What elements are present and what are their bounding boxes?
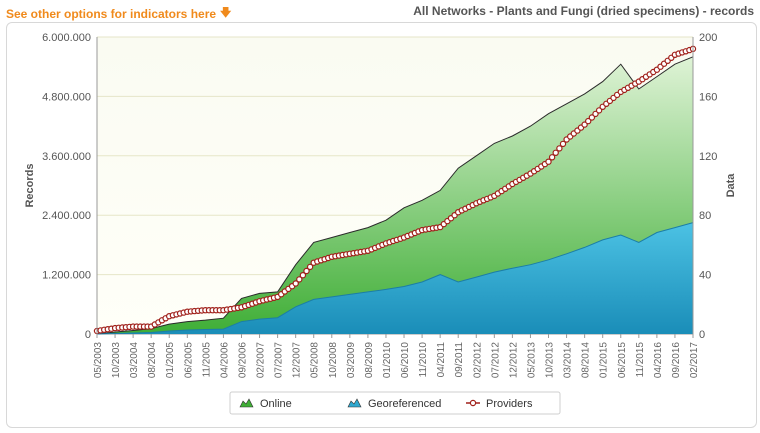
providers-point — [548, 154, 556, 161]
left-axis-tick-label: 0 — [85, 329, 91, 341]
legend-georeferenced-swatch — [347, 398, 362, 408]
x-axis-tick-label: 03/2014 — [563, 342, 574, 379]
x-axis-tick-label: 04/2016 — [653, 342, 664, 379]
x-axis-tick-label: 04/2006 — [219, 342, 230, 379]
x-axis-tick-label: 04/2011 — [436, 342, 447, 378]
right-axis-tick-label: 160 — [699, 91, 717, 103]
x-axis-tick-label: 02/2007 — [256, 342, 267, 379]
legend-georeferenced-label: Georeferenced — [368, 398, 441, 410]
legend-box — [229, 391, 561, 415]
right-axis-tick-label: 80 — [699, 210, 711, 222]
x-axis-tick-label: 10/2003 — [111, 342, 122, 379]
providers-point — [595, 107, 603, 114]
x-axis-tick-label: 08/2004 — [147, 342, 158, 379]
x-axis-tick-label: 03/2009 — [346, 342, 357, 379]
providers-point — [292, 280, 299, 287]
providers-point — [585, 117, 592, 125]
right-axis-tick-label: 40 — [699, 270, 711, 282]
online-line — [96, 56, 694, 335]
right-axis-tick-label: 120 — [699, 151, 717, 163]
x-axis-tick-label: 02/2017 — [689, 342, 700, 379]
right-axis-tick-label: 200 — [699, 32, 717, 44]
x-axis-tick-label: 06/2015 — [617, 342, 628, 379]
x-axis-tick-label: 08/2014 — [581, 342, 592, 379]
x-axis-tick-label: 10/2008 — [328, 342, 339, 379]
x-axis-tick-label: 06/2010 — [400, 342, 411, 379]
x-axis-tick-label: 01/2015 — [599, 342, 610, 379]
x-axis-tick-label: 07/2007 — [274, 342, 285, 379]
other-indicators-link[interactable]: See other options for indicators here 🡇 — [6, 4, 231, 23]
x-axis-tick-label: 12/2012 — [508, 342, 519, 379]
left-axis-tick-label: 2.400.000 — [42, 210, 91, 222]
georeferenced-line — [96, 222, 694, 335]
x-axis-tick-label: 05/2008 — [310, 342, 321, 379]
providers-point — [303, 267, 310, 275]
providers-point — [552, 149, 559, 157]
x-axis-tick-label: 12/2007 — [292, 342, 303, 379]
x-axis-tick-label: 09/2011 — [454, 342, 465, 378]
x-axis-tick-label: 09/2016 — [671, 342, 682, 379]
x-axis-tick-label: 07/2012 — [490, 342, 501, 379]
providers-point — [306, 263, 314, 271]
left-axis-tick-label: 3.600.000 — [42, 151, 91, 163]
providers-point — [588, 114, 596, 121]
x-axis-tick-label: 05/2013 — [526, 342, 537, 379]
legend-providers-swatch-marker — [469, 399, 477, 407]
right-axis-tick-label: 0 — [699, 329, 705, 341]
x-axis-tick-label: 11/2010 — [418, 342, 429, 378]
right-axis-title: Data — [725, 173, 737, 198]
legend-online-swatch — [239, 398, 254, 408]
x-axis-tick-label: 01/2010 — [382, 342, 393, 379]
legend-providers-label: Providers — [486, 398, 533, 410]
providers-point — [556, 145, 563, 152]
x-axis-tick-label: 08/2009 — [364, 342, 375, 379]
providers-point — [545, 158, 552, 165]
georeferenced-area — [97, 222, 693, 334]
left-axis-tick-label: 1.200.000 — [42, 270, 91, 282]
providers-point — [299, 271, 307, 279]
x-axis-tick-label: 06/2005 — [183, 342, 194, 379]
x-axis-tick-label: 02/2012 — [472, 342, 483, 379]
legend-online-label: Online — [260, 398, 292, 410]
left-axis-tick-label: 6.000.000 — [42, 32, 91, 44]
x-axis-tick-label: 11/2005 — [201, 342, 212, 378]
x-axis-tick-label: 09/2006 — [237, 342, 248, 379]
providers-point — [296, 276, 303, 283]
providers-point — [559, 140, 567, 148]
other-indicators-label: See other options for indicators here — [6, 6, 217, 21]
arrow-down-icon: 🡇 — [220, 7, 232, 19]
left-axis-tick-label: 4.800.000 — [42, 91, 91, 103]
x-axis-tick-label: 11/2015 — [635, 342, 646, 378]
chart-title: All Networks - Plants and Fungi (dried s… — [413, 4, 754, 18]
records-chart: 0 1.200.000 2.400.000 3.600.000 4.800.000 6.0… — [24, 32, 737, 415]
chart-frame: 0 1.200.000 2.400.000 3.600.000 4.800.000 6.0… — [6, 22, 757, 428]
x-axis-tick-label: 10/2013 — [545, 342, 556, 379]
x-axis-tick-label: 01/2005 — [165, 342, 176, 379]
x-axis-tick-label: 05/2003 — [93, 342, 104, 379]
x-axis-tick-label: 03/2004 — [129, 342, 140, 379]
left-axis-title: Records — [24, 163, 36, 207]
